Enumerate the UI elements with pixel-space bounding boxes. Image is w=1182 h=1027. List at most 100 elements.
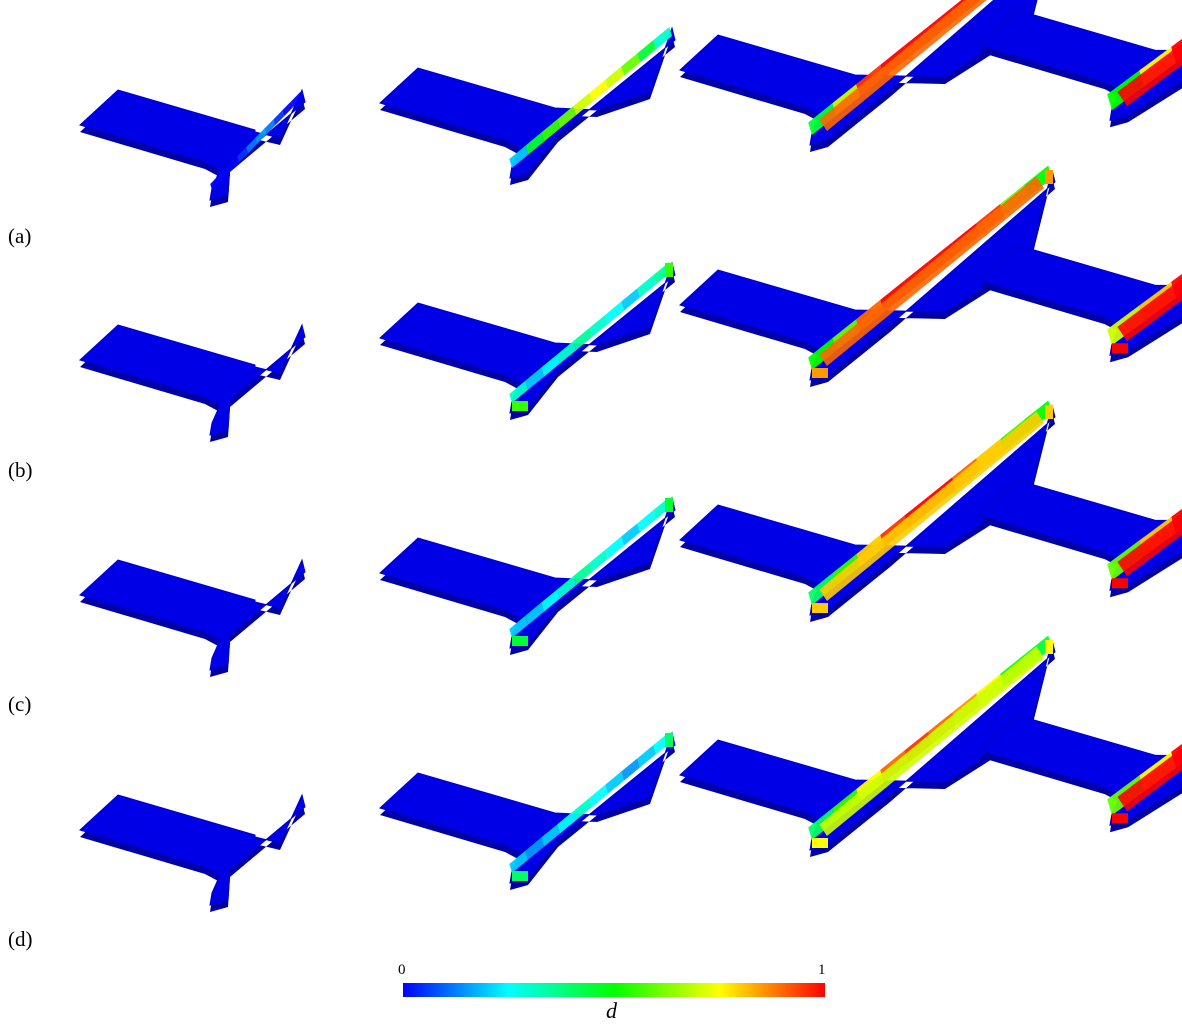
rim-damage-end — [1045, 170, 1053, 184]
damage-band-segment — [255, 128, 266, 144]
damage-band-segment — [637, 745, 656, 768]
panel-top — [379, 261, 676, 414]
damage-band-segment — [589, 314, 608, 337]
panel-side — [680, 412, 1055, 622]
panel-top — [379, 26, 676, 179]
damage-band-segment — [541, 589, 560, 612]
panel-top — [79, 558, 306, 671]
rim-damage-end — [665, 498, 673, 512]
damage-panel-r2-c3 — [679, 165, 1056, 387]
rim-damage-end — [1045, 640, 1053, 654]
damage-band-segment — [541, 824, 560, 847]
damage-band-segment — [573, 92, 592, 116]
damage-band-segment — [291, 92, 302, 108]
colorbar-min-label: 0 — [398, 962, 406, 978]
damage-band-segment — [237, 147, 248, 163]
damage-core — [1117, 43, 1182, 107]
damage-panel-r2-c2 — [379, 261, 676, 420]
damage-band-segment — [246, 138, 257, 154]
damage-band-segment — [653, 26, 672, 50]
damage-core — [1117, 513, 1182, 577]
damage-panel-r4-c3 — [679, 635, 1056, 857]
row-label-b: (b) — [8, 458, 33, 482]
row-label-d: (d) — [8, 927, 33, 951]
damage-panel-r3-c2 — [379, 496, 676, 655]
panel-side — [680, 177, 1055, 387]
damage-band-segment — [525, 367, 544, 390]
damage-band-segment — [621, 758, 640, 781]
damage-band-segment — [509, 380, 528, 403]
damage-panel-r3-c1 — [79, 558, 306, 677]
damage-band-segment — [525, 132, 544, 155]
damage-band-segment — [557, 106, 576, 129]
damage-band-segment — [637, 510, 656, 533]
damage-band-segment — [509, 615, 528, 638]
damage-core — [819, 176, 1044, 367]
damage-panel-r2-c1 — [79, 323, 306, 442]
panel-top — [679, 0, 1037, 146]
damage-panel-r3-c3 — [679, 400, 1056, 622]
damage-core — [819, 646, 1044, 836]
damage-core — [1117, 278, 1182, 342]
damage-band-segment — [282, 101, 293, 117]
damage-band-segment — [557, 576, 576, 599]
rim-damage-end — [1045, 405, 1053, 419]
damage-band-segment — [605, 66, 624, 89]
rim-damage-tip — [812, 603, 828, 613]
damage-panel-r1-c4 — [979, 9, 1182, 128]
damage-band-segment — [605, 771, 624, 794]
damage-band-segment — [264, 119, 275, 135]
rim-damage-tip — [1112, 578, 1128, 589]
panel-top — [379, 731, 676, 884]
damage-band-segment — [210, 174, 221, 190]
rim-damage-tip — [512, 401, 528, 411]
panel-side — [680, 647, 1055, 857]
rim-damage-tip — [1112, 343, 1128, 354]
damage-panel-r4-c4 — [979, 714, 1182, 833]
colorbar — [403, 983, 825, 997]
rim-damage-tip — [512, 871, 528, 881]
panel-top — [379, 496, 676, 649]
damage-band-segment — [637, 275, 656, 298]
damage-band-segment — [525, 602, 544, 625]
damage-band-segment — [557, 341, 576, 364]
damage-band-segment — [637, 40, 656, 63]
rim-damage-end — [665, 263, 673, 277]
damage-band-segment — [509, 145, 528, 168]
damage-band-segment — [573, 562, 592, 586]
damage-band-segment — [228, 156, 239, 172]
row-label-a: (a) — [8, 224, 32, 248]
rim-damage-tip — [512, 636, 528, 646]
damage-panel-r1-c1 — [79, 88, 306, 207]
panel-top — [79, 88, 306, 201]
damage-panel-r3-c4 — [979, 479, 1182, 598]
damage-band-segment — [273, 110, 284, 126]
damage-panel-r4-c1 — [79, 793, 306, 912]
damage-band-segment — [509, 850, 528, 873]
colorbar-variable-label: d — [606, 998, 617, 1023]
damage-band-segment — [605, 301, 624, 324]
damage-band-segment — [621, 288, 640, 311]
damage-core — [1117, 748, 1182, 812]
rim-damage-tip — [1112, 813, 1128, 824]
damage-band-segment — [541, 354, 560, 377]
damage-band-segment — [573, 327, 592, 351]
damage-band-segment — [557, 811, 576, 834]
damage-band-segment — [541, 119, 560, 142]
damage-band-segment — [525, 837, 544, 860]
damage-core — [819, 411, 1044, 601]
panel-top — [79, 793, 306, 906]
rim-damage-tip — [812, 368, 828, 378]
colorbar-max-label: 1 — [818, 962, 826, 978]
damage-band-segment — [605, 536, 624, 559]
damage-panel-r1-c3 — [679, 0, 1038, 152]
damage-panel-r4-c2 — [379, 731, 676, 890]
damage-band-segment — [589, 784, 608, 807]
damage-band-segment — [621, 53, 640, 76]
panel-top — [79, 323, 306, 436]
damage-band-segment — [219, 165, 230, 181]
damage-band-segment — [589, 79, 608, 102]
rim-damage-end — [665, 733, 673, 747]
damage-band-segment — [589, 549, 608, 572]
